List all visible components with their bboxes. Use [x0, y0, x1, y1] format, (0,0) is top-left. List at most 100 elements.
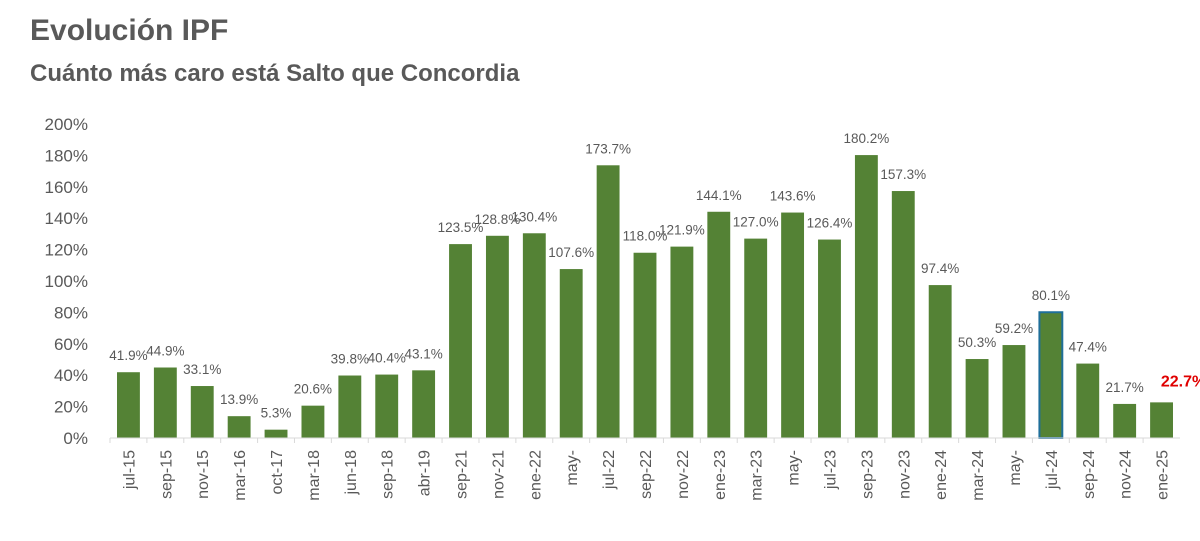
bar-jul-24	[1038, 311, 1064, 440]
bar-jul-22	[596, 165, 620, 438]
bars	[117, 155, 1173, 440]
bar-mar-24	[965, 359, 989, 438]
data-label: 144.1%	[696, 188, 742, 203]
data-label: 39.8%	[331, 352, 369, 367]
x-tick-label: sep-22	[638, 450, 655, 499]
x-tick-label: nov-22	[675, 450, 692, 499]
x-tick-label: nov-24	[1118, 450, 1135, 499]
data-label: 50.3%	[958, 335, 996, 350]
data-label: 126.4%	[807, 216, 853, 231]
x-tick-label: oct-17	[269, 450, 286, 495]
data-labels: 41.9%44.9% 33.1% 13.9%5.3%20.6% 39.8%40.4% 4…	[109, 131, 1200, 421]
chart-subtitle: Cuánto más caro está Salto que Concordia	[30, 60, 520, 87]
bar-may-	[1002, 345, 1026, 438]
x-tick-label: may-	[786, 450, 803, 486]
bar-nov-24	[1113, 403, 1137, 438]
x-tick-label: ene-23	[712, 450, 729, 500]
data-label: 130.4%	[511, 209, 557, 224]
data-label: 180.2%	[843, 131, 889, 146]
bar-sep-21	[449, 244, 472, 438]
bar-sep-15	[153, 367, 177, 438]
x-tick-label: may-	[1007, 450, 1024, 486]
data-label: 121.9%	[659, 223, 705, 238]
y-tick-label: 120%	[45, 241, 88, 260]
x-tick-label: jul-22	[601, 450, 618, 490]
bar-may-	[559, 269, 583, 438]
data-label: 59.2%	[995, 321, 1033, 336]
x-tick-label: ene-25	[1155, 450, 1172, 500]
x-tick-label: jun-18	[343, 450, 360, 496]
x-tick-label: nov-15	[195, 450, 212, 499]
x-tick-label: sep-23	[859, 450, 876, 499]
data-label: 13.9%	[220, 392, 258, 407]
bar-nov-22	[670, 246, 694, 438]
data-label: 41.9%	[109, 348, 147, 363]
data-label: 97.4%	[921, 261, 959, 276]
y-tick-label: 160%	[45, 178, 88, 197]
bar-may-	[781, 212, 805, 438]
data-label: 118.0%	[623, 229, 668, 244]
x-tick-label: sep-21	[454, 450, 471, 499]
y-axis: 0% 20% 40% 60% 80% 100% 120% 140% 160% 180% 200%	[45, 115, 88, 448]
data-label: 21.7%	[1106, 380, 1144, 395]
data-label: 143.6%	[770, 189, 816, 204]
data-label: 107.6%	[548, 245, 594, 260]
bar-jul-23	[818, 239, 841, 438]
x-tick-label: may-	[564, 450, 581, 486]
bar-mar-16	[227, 416, 251, 438]
bar-sep-24	[1076, 363, 1100, 438]
chart-title: Evolución IPF	[30, 14, 229, 47]
y-tick-label: 100%	[45, 272, 88, 291]
y-tick-label: 140%	[45, 209, 88, 228]
data-label: 80.1%	[1032, 288, 1070, 303]
x-tick-label: sep-18	[380, 450, 397, 499]
y-tick-label: 200%	[45, 115, 88, 134]
y-tick-label: 40%	[54, 366, 88, 385]
x-axis: jul-15 sep-15 nov-15 mar-16 oct-17 mar-18 jun-…	[109, 437, 1180, 501]
bar-oct-17	[264, 429, 288, 438]
bar-sep-22	[633, 252, 657, 438]
data-label: 5.3%	[261, 406, 292, 421]
bar-mar-23	[744, 238, 768, 438]
x-tick-label: ene-24	[933, 450, 950, 500]
x-tick-label: sep-15	[158, 450, 175, 499]
bar-nov-23	[891, 191, 915, 438]
y-tick-label: 0%	[63, 429, 88, 448]
data-label: 22.7%	[1161, 373, 1200, 390]
bar-ene-25	[1150, 402, 1173, 438]
y-tick-label: 180%	[45, 146, 88, 165]
data-label: 173.7%	[585, 141, 631, 156]
x-tick-label: nov-21	[490, 450, 507, 499]
data-label: 33.1%	[183, 362, 221, 377]
x-tick-label: sep-24	[1081, 450, 1098, 499]
bar-nov-21	[485, 235, 509, 438]
x-tick-label: nov-23	[896, 450, 913, 499]
bar-jun-18	[338, 375, 362, 438]
data-label: 40.4%	[368, 351, 406, 366]
data-label: 157.3%	[880, 167, 926, 182]
x-tick-label: mar-24	[970, 450, 987, 501]
bar-ene-23	[707, 211, 731, 438]
data-label: 123.5%	[438, 220, 484, 235]
x-tick-label: jul-15	[121, 450, 138, 490]
bar-ene-22	[522, 233, 546, 438]
data-label: 47.4%	[1069, 340, 1107, 355]
bar-mar-18	[301, 405, 325, 438]
y-tick-label: 20%	[54, 398, 88, 417]
bar-ene-24	[928, 285, 952, 438]
bar-nov-15	[190, 386, 214, 438]
data-label: 20.6%	[294, 382, 332, 397]
data-label: 44.9%	[146, 344, 184, 359]
x-tick-label: mar-18	[306, 450, 323, 501]
x-tick-label: mar-23	[749, 450, 766, 501]
bar-sep-23	[854, 155, 878, 438]
bar-jul-15	[117, 372, 140, 438]
data-label: 128.8%	[475, 212, 521, 227]
x-tick-label: abr-19	[417, 450, 434, 496]
x-tick-label: mar-16	[232, 450, 249, 501]
x-tick-label: jul-24	[1044, 450, 1061, 490]
x-tick-label: jul-23	[822, 450, 839, 490]
y-tick-label: 60%	[54, 335, 88, 354]
x-tick-label: ene-22	[527, 450, 544, 500]
